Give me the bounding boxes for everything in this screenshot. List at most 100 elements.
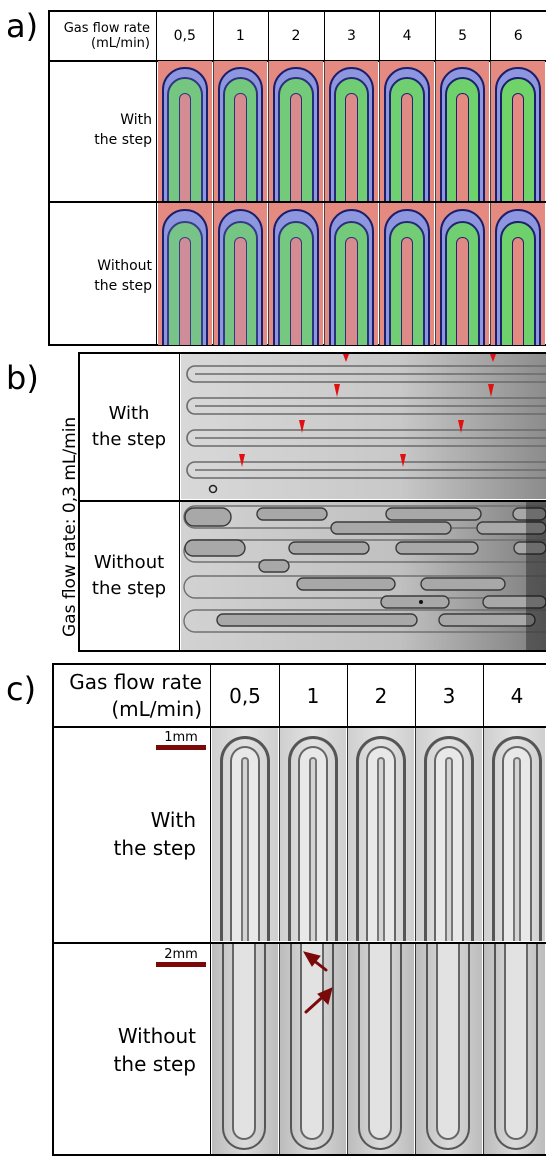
panel-b-row1-line2: the step (91, 429, 167, 450)
panel-c-row2-line1: Without (117, 1024, 196, 1048)
panel-a-photo-col-divider (212, 203, 214, 345)
panel-a-photo-col-divider (268, 203, 270, 345)
inner-channel (298, 746, 328, 941)
channel-serpentine (186, 461, 546, 479)
panel-c-scale-line-2 (156, 962, 206, 967)
channel-u-bend (495, 67, 541, 201)
panel-b-col-divider (179, 352, 180, 652)
channel-serpentine (183, 575, 546, 599)
panel-a-photo-col-divider (490, 61, 492, 201)
panel-c-photo-with-step (348, 728, 414, 941)
panel-a-label: a) (6, 7, 39, 45)
liquid-slug (444, 77, 481, 201)
channel-u-bend (424, 736, 474, 941)
inner-channel (366, 746, 396, 941)
panel-a-flow-rate-header: 3 (347, 28, 356, 44)
panel-a-photo-without-step (435, 203, 490, 345)
channel-u-bend (495, 209, 541, 345)
panel-a-flow-rate-header: 2 (291, 28, 301, 44)
panel-a-photo-col-divider (379, 203, 381, 345)
panel-a-flow-rate-header: 4 (402, 28, 412, 44)
panel-c-photo-col-divider (279, 728, 280, 941)
liquid-slug (222, 221, 259, 345)
panel-b-row-divider (78, 500, 546, 502)
panel-c-header-col-divider (347, 663, 348, 726)
gas-bubble (330, 521, 452, 535)
panel-a-photo-col-divider (212, 61, 214, 201)
liquid-slug (500, 77, 536, 201)
panel-a-col-divider (156, 10, 157, 346)
channel-u-bend (439, 209, 486, 345)
gas-core (234, 237, 247, 345)
channel-u-bend (439, 67, 486, 201)
panel-c-scale-bar-1: 1mm (156, 731, 206, 750)
panel-a-photo-col-divider (379, 61, 381, 201)
panel-a-photo-without-step (324, 203, 379, 345)
panel-a-row1-line2: the step (94, 132, 152, 148)
gas-bubble (476, 521, 546, 535)
panel-c-scale-text-1: 1mm (164, 730, 198, 745)
panel-b-row1-line1: With (108, 403, 150, 424)
liquid-slug (278, 221, 314, 345)
panel-a-row2-line1: Without (97, 258, 152, 274)
channel-u-bend (356, 736, 406, 941)
panel-c-scale-text-2: 2mm (164, 947, 198, 962)
panel-a-photo-with-step (213, 61, 268, 201)
panel-a-photo-with-step (435, 61, 490, 201)
panel-c-photo-with-step (280, 728, 346, 941)
red-marker-icon (239, 454, 245, 467)
liquid-slug (444, 221, 481, 345)
channel-u-bend (220, 736, 270, 941)
gas-bubble (512, 507, 546, 521)
panel-c-photo-without-step (348, 944, 414, 1154)
gas-core (456, 237, 469, 345)
liquid-slug (500, 221, 536, 345)
channel-u-bend (328, 209, 375, 345)
gas-bubble (420, 577, 506, 591)
inner-channel (436, 944, 460, 1140)
panel-c-row1-label: With the step (54, 806, 196, 862)
panel-c-row-divider (52, 942, 546, 944)
panel-c-photo-without-step (416, 944, 482, 1154)
panel-c-scale-line-1 (156, 745, 206, 750)
gas-bubble (513, 541, 546, 555)
particle (208, 484, 218, 494)
channel-u-bend (217, 209, 264, 345)
channel-serpentine (183, 505, 546, 529)
gas-bubble (438, 613, 536, 627)
panel-c-header-col-divider (483, 663, 484, 726)
panel-a-photo-with-step (158, 61, 212, 201)
gas-bubble (288, 541, 370, 555)
panel-a-row2-line2: the step (94, 278, 152, 294)
channel-u-bend (358, 944, 402, 1150)
panel-a-row1-line1: With (120, 112, 152, 128)
panel-b-photo-without-step (181, 502, 546, 650)
channel-u-bend (494, 944, 538, 1150)
panel-c-photo-col-divider (279, 944, 280, 1154)
gas-core (456, 93, 469, 201)
channel-u-bend (273, 67, 319, 201)
panel-c-row1-line2: the step (113, 836, 196, 860)
red-marker-icon (488, 384, 494, 397)
red-marker-icon (343, 354, 349, 362)
gas-core (289, 237, 303, 345)
inner-channel (434, 746, 464, 941)
channel-serpentine (186, 365, 546, 383)
panel-c-header-line2: (mL/min) (111, 696, 202, 721)
channel-serpentine (186, 429, 546, 447)
panel-b-photo-with-step (181, 354, 546, 499)
panel-c-flow-rate-header: 0,5 (229, 683, 261, 708)
arrow-head-icon (302, 951, 321, 967)
panel-a-header-col-divider (268, 10, 270, 60)
panel-a-photo-without-step (269, 203, 323, 345)
panel-c-photo-col-divider (347, 728, 348, 941)
panel-a-header-label: Gas flow rate (mL/min) (50, 12, 156, 60)
gas-core (289, 93, 303, 201)
gas-bubble (216, 613, 418, 627)
channel-u-bend (162, 67, 208, 201)
gas-core (400, 237, 414, 345)
panel-c-flow-rate-header: 4 (510, 683, 524, 708)
panel-c-photo-col-divider (483, 944, 484, 1154)
panel-c-row1-line1: With (150, 808, 196, 832)
panel-a-header-line2: (mL/min) (91, 36, 150, 51)
